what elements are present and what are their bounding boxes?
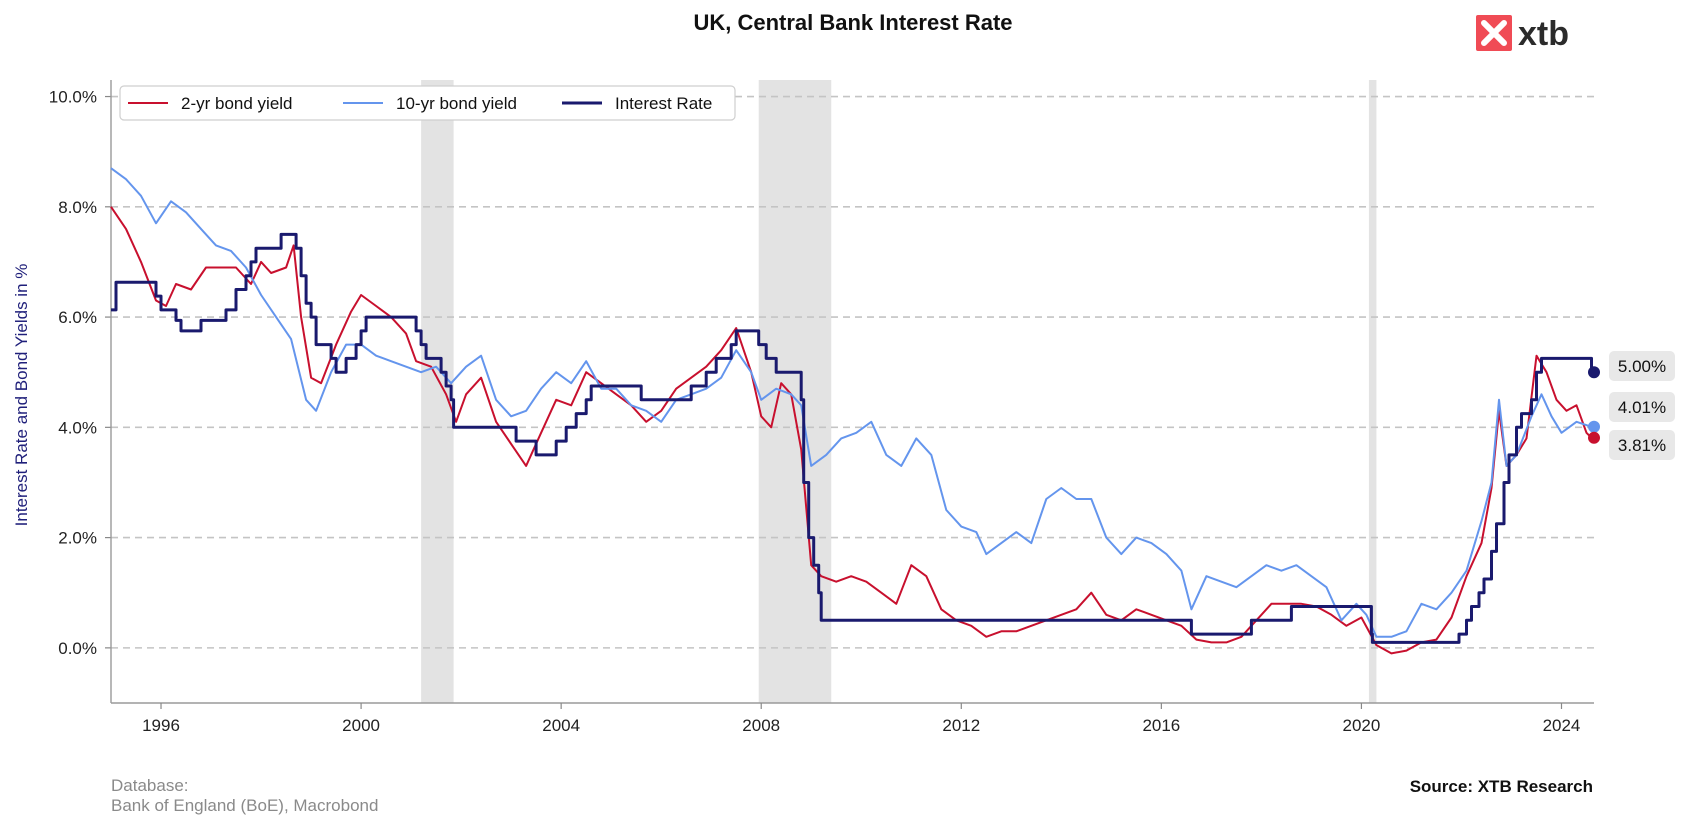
y-axis-label: Interest Rate and Bond Yields in % [12, 264, 31, 527]
database-sources: Bank of England (BoE), Macrobond [111, 796, 378, 815]
y-tick-label-0: 0.0% [58, 639, 97, 658]
xtb-logo: xtb [1476, 15, 1569, 53]
x-tick-labels: 1996 2000 2004 2008 2012 2016 2020 2024 [142, 703, 1580, 735]
end-marker-dot-2 [1588, 431, 1600, 444]
chart-title: UK, Central Bank Interest Rate [693, 10, 1012, 35]
shaded-period-2 [1368, 80, 1377, 703]
x-tick-label-2: 2004 [542, 716, 580, 735]
series-line-10-yr-bond-yield [110, 167, 1592, 638]
end-label-box-2 [1609, 430, 1675, 460]
series-line-interest-rate [111, 232, 1593, 644]
end-label-0: 5.00% [1618, 357, 1666, 376]
series-lines [110, 167, 1593, 655]
y-tick-labels: 0.0% 2.0% 4.0% 6.0% 8.0% 10.0% [49, 88, 97, 658]
x-tick-label-7: 2024 [1543, 716, 1581, 735]
grid-lines [105, 95, 1594, 649]
legend-frame [119, 85, 736, 121]
legend: 2-yr bond yield 10-yr bond yield Interest … [119, 85, 736, 121]
logo-x-icon [1481, 20, 1507, 46]
legend-label-10-yr-bond-yield: 10-yr bond yield [396, 94, 517, 113]
source-label: Source: XTB Research [1410, 777, 1593, 796]
legend-label-2-yr-bond-yield: 2-yr bond yield [181, 94, 293, 113]
end-value-markers: 5.00% 4.01% 3.81% [1588, 351, 1675, 460]
x-tick-label-6: 2020 [1343, 716, 1381, 735]
y-tick-label-3: 6.0% [58, 308, 97, 327]
legend-label-interest-rate: Interest Rate [615, 94, 712, 113]
end-label-2: 3.81% [1618, 436, 1666, 455]
y-tick-label-1: 2.0% [58, 529, 97, 548]
recession-shading [421, 80, 1377, 703]
end-label-1: 4.01% [1618, 398, 1666, 417]
x-tick-label-1: 2000 [342, 716, 380, 735]
end-label-box-1 [1609, 392, 1675, 422]
y-tick-label-4: 8.0% [58, 198, 97, 217]
end-marker-dot-1 [1588, 420, 1600, 433]
shaded-period-0 [421, 80, 454, 703]
end-label-box-0 [1609, 351, 1675, 381]
end-marker-dot-0 [1588, 366, 1600, 379]
logo-text: xtb [1518, 15, 1569, 53]
database-label: Database: [111, 776, 189, 795]
x-tick-label-4: 2012 [942, 716, 980, 735]
x-tick-label-3: 2008 [742, 716, 780, 735]
series-line-2-yr-bond-yield [110, 206, 1593, 655]
x-tick-label-0: 1996 [142, 716, 180, 735]
x-tick-label-5: 2016 [1142, 716, 1180, 735]
y-tick-label-2: 4.0% [58, 418, 97, 437]
axes [110, 80, 1594, 704]
y-tick-label-5: 10.0% [49, 88, 97, 107]
